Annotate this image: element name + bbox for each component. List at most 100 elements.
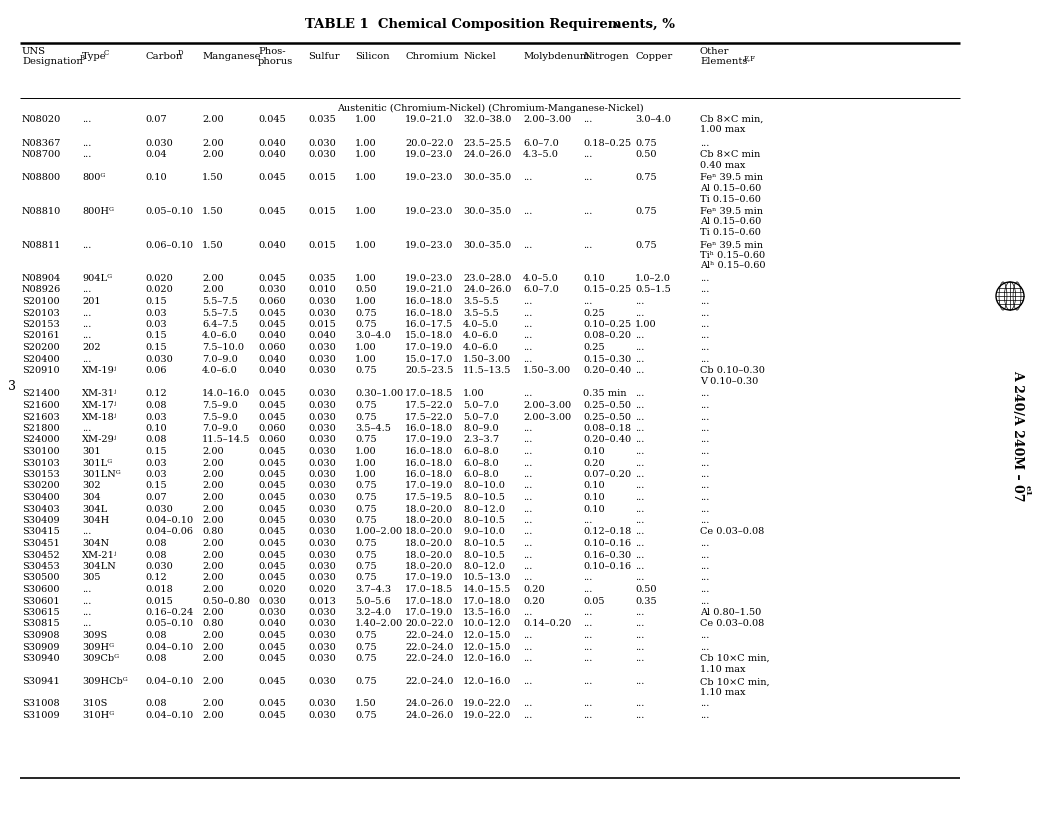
Text: ...: ... xyxy=(583,207,592,216)
Text: ...: ... xyxy=(523,711,532,720)
Text: 2.00: 2.00 xyxy=(202,470,224,479)
Text: UNS: UNS xyxy=(22,47,46,56)
Text: ...: ... xyxy=(523,447,532,456)
Text: 0.08: 0.08 xyxy=(145,401,167,410)
Text: 6.0–8.0: 6.0–8.0 xyxy=(463,447,498,456)
Text: Designation: Designation xyxy=(22,57,82,66)
Text: Cb 10×C min,: Cb 10×C min, xyxy=(700,677,770,686)
Text: 9.0–10.0: 9.0–10.0 xyxy=(463,527,505,536)
Text: ...: ... xyxy=(635,516,644,525)
Text: ...: ... xyxy=(700,331,710,340)
Text: ...: ... xyxy=(583,574,592,583)
Text: Cb 0.10–0.30: Cb 0.10–0.30 xyxy=(700,366,765,375)
Text: 0.25–0.50: 0.25–0.50 xyxy=(583,401,631,410)
Text: XM-21ʲ: XM-21ʲ xyxy=(82,551,117,560)
Text: 4.3–5.0: 4.3–5.0 xyxy=(523,150,559,159)
Text: S21603: S21603 xyxy=(22,413,60,422)
Text: ...: ... xyxy=(523,354,532,363)
Text: 0.07: 0.07 xyxy=(145,115,167,124)
Text: S30941: S30941 xyxy=(22,677,60,686)
Text: S30400: S30400 xyxy=(22,493,59,502)
Text: 0.20: 0.20 xyxy=(523,596,545,605)
Text: ...: ... xyxy=(82,115,92,124)
Text: S30909: S30909 xyxy=(22,642,59,651)
Text: 2.00–3.00: 2.00–3.00 xyxy=(523,401,571,410)
Text: 18.0–20.0: 18.0–20.0 xyxy=(406,539,453,548)
Text: 2.00: 2.00 xyxy=(202,150,224,159)
Text: 1.00: 1.00 xyxy=(355,297,377,306)
Text: 0.020: 0.020 xyxy=(258,585,286,594)
Text: 1.00: 1.00 xyxy=(355,447,377,456)
Text: 1.50–3.00: 1.50–3.00 xyxy=(463,354,511,363)
Text: 0.045: 0.045 xyxy=(258,308,286,317)
Text: Ti 0.15–0.60: Ti 0.15–0.60 xyxy=(700,228,761,237)
Text: 2.00: 2.00 xyxy=(202,654,224,663)
Text: ...: ... xyxy=(635,447,644,456)
Text: N08700: N08700 xyxy=(22,150,61,159)
Text: 0.08–0.20: 0.08–0.20 xyxy=(583,331,631,340)
Text: 0.045: 0.045 xyxy=(258,274,286,283)
Text: Nitrogen: Nitrogen xyxy=(583,52,628,61)
Text: ...: ... xyxy=(635,413,644,422)
Text: 0.18–0.25: 0.18–0.25 xyxy=(583,139,631,148)
Text: 2.00: 2.00 xyxy=(202,631,224,640)
Text: 2.00: 2.00 xyxy=(202,711,224,720)
Text: 17.5–22.0: 17.5–22.0 xyxy=(406,401,453,410)
Text: 304H: 304H xyxy=(82,516,109,525)
Text: 0.030: 0.030 xyxy=(308,539,336,548)
Text: S24000: S24000 xyxy=(22,436,59,445)
Text: ...: ... xyxy=(523,608,532,617)
Text: 0.08: 0.08 xyxy=(145,654,167,663)
Text: 17.5–19.5: 17.5–19.5 xyxy=(406,493,453,502)
Text: 0.045: 0.045 xyxy=(258,527,286,536)
Text: 0.15: 0.15 xyxy=(145,481,167,490)
Text: 17.0–18.0: 17.0–18.0 xyxy=(406,596,453,605)
Text: ...: ... xyxy=(82,608,92,617)
Text: S30200: S30200 xyxy=(22,481,59,490)
Text: Copper: Copper xyxy=(635,52,673,61)
Text: 0.040: 0.040 xyxy=(258,241,286,250)
Text: 12.0–15.0: 12.0–15.0 xyxy=(463,642,511,651)
Text: 0.14–0.20: 0.14–0.20 xyxy=(523,619,571,628)
Text: 12.0–16.0: 12.0–16.0 xyxy=(463,677,511,686)
Text: N08020: N08020 xyxy=(22,115,61,124)
Text: ...: ... xyxy=(700,286,710,295)
Text: 23.0–28.0: 23.0–28.0 xyxy=(463,274,511,283)
Text: ...: ... xyxy=(82,527,92,536)
Text: ...: ... xyxy=(523,308,532,317)
Text: 24.0–26.0: 24.0–26.0 xyxy=(406,699,453,708)
Text: ...: ... xyxy=(583,516,592,525)
Text: 0.10–0.16: 0.10–0.16 xyxy=(583,562,631,571)
Text: 0.75: 0.75 xyxy=(355,481,377,490)
Text: XM-19ʲ: XM-19ʲ xyxy=(82,366,117,375)
Text: 22.0–24.0: 22.0–24.0 xyxy=(406,631,453,640)
Text: e1: e1 xyxy=(1024,486,1032,497)
Text: 0.030: 0.030 xyxy=(308,562,336,571)
Text: 0.75: 0.75 xyxy=(355,366,377,375)
Text: 17.0–19.0: 17.0–19.0 xyxy=(406,436,453,445)
Text: 22.0–24.0: 22.0–24.0 xyxy=(406,642,453,651)
Text: 17.0–18.5: 17.0–18.5 xyxy=(406,585,453,594)
Text: 16.0–18.0: 16.0–18.0 xyxy=(406,470,453,479)
Text: Nickel: Nickel xyxy=(463,52,495,61)
Text: 0.05–0.10: 0.05–0.10 xyxy=(145,207,193,216)
Text: TABLE 1  Chemical Composition Requirements, %: TABLE 1 Chemical Composition Requirement… xyxy=(305,18,675,31)
Text: 23.5–25.5: 23.5–25.5 xyxy=(463,139,511,148)
Text: Type: Type xyxy=(82,52,107,61)
Text: 7.5–10.0: 7.5–10.0 xyxy=(202,343,244,352)
Text: ...: ... xyxy=(700,699,710,708)
Text: ...: ... xyxy=(700,470,710,479)
Text: XM-18ʲ: XM-18ʲ xyxy=(82,413,117,422)
Text: ...: ... xyxy=(700,436,710,445)
Text: ...: ... xyxy=(583,631,592,640)
Text: 301LNᴳ: 301LNᴳ xyxy=(82,470,120,479)
Text: ...: ... xyxy=(523,631,532,640)
Text: 8.0–10.5: 8.0–10.5 xyxy=(463,516,505,525)
Text: 0.045: 0.045 xyxy=(258,115,286,124)
Text: 0.07–0.20: 0.07–0.20 xyxy=(583,470,631,479)
Text: ...: ... xyxy=(700,424,710,433)
Text: ...: ... xyxy=(583,241,592,250)
Text: 4.0–6.0: 4.0–6.0 xyxy=(202,366,238,375)
Text: ...: ... xyxy=(523,654,532,663)
Text: 18.0–20.0: 18.0–20.0 xyxy=(406,516,453,525)
